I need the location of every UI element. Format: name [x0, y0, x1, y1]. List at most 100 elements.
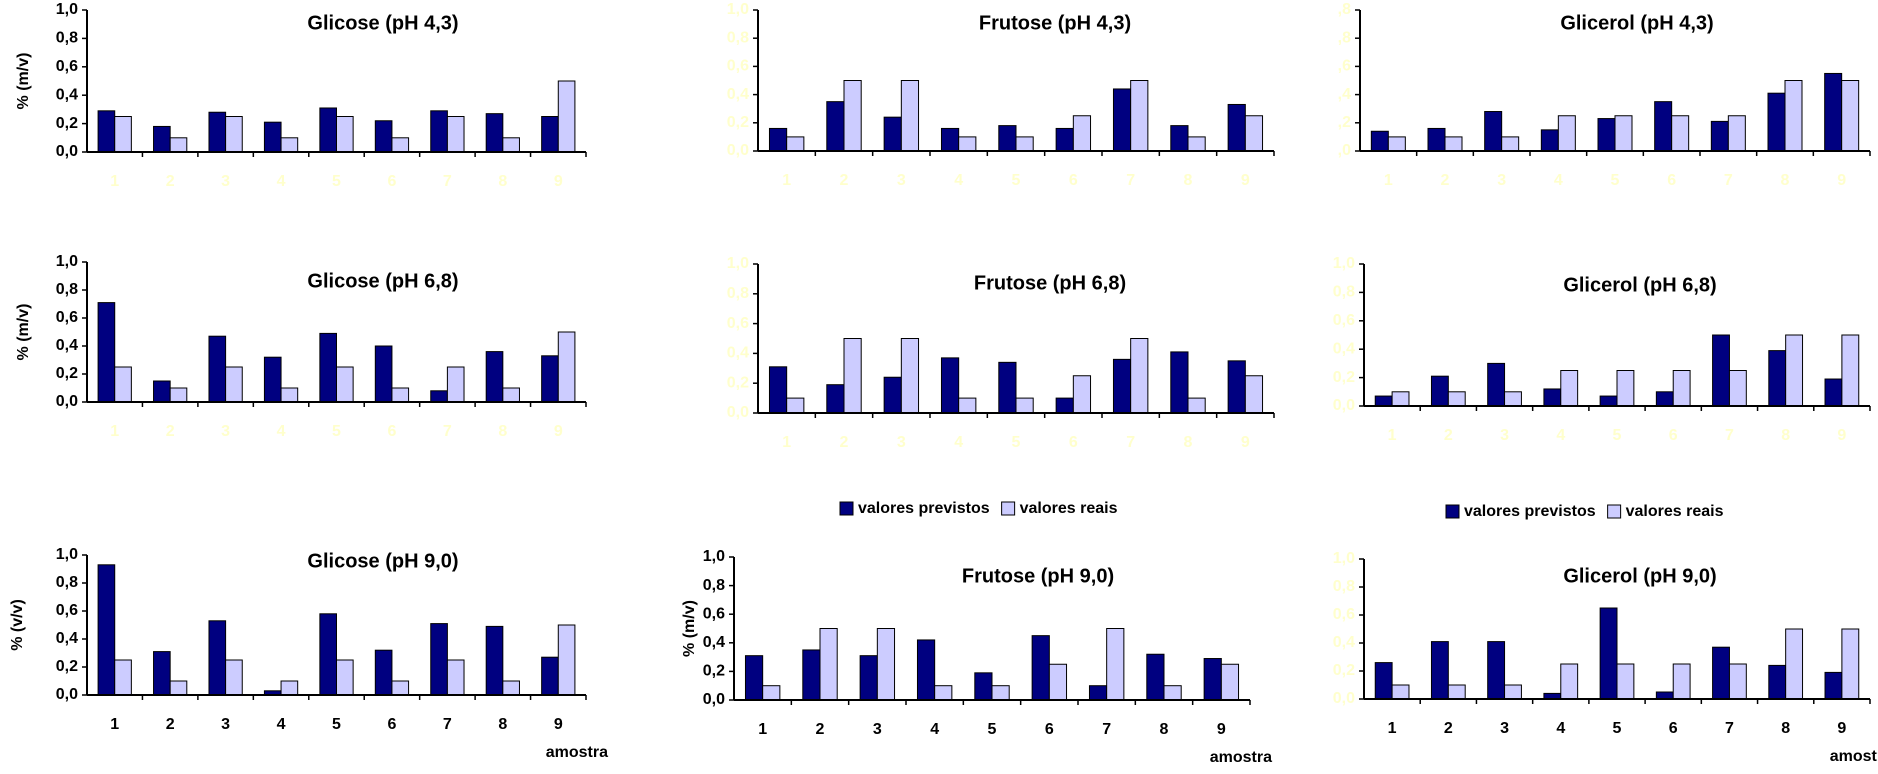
- bar: [958, 136, 977, 152]
- y-tick-label: 0,4: [56, 337, 78, 354]
- bar: [374, 649, 393, 696]
- bar: [768, 366, 788, 414]
- bar: [153, 380, 171, 403]
- x-tick-label: 6: [387, 716, 396, 733]
- bar: [208, 111, 227, 153]
- bar: [502, 137, 520, 153]
- y-tick-label: 1,0: [1333, 255, 1355, 272]
- x-tick-label: 7: [443, 423, 452, 440]
- chart-title: Glicerol (pH 6,8): [1563, 274, 1716, 296]
- bar: [934, 685, 953, 701]
- bar: [1031, 635, 1050, 701]
- bar: [169, 137, 188, 153]
- bar: [1616, 370, 1635, 407]
- bar: [1072, 375, 1092, 414]
- x-tick-label: 5: [988, 721, 997, 738]
- x-tick-label: 2: [1444, 427, 1453, 444]
- bar: [1244, 115, 1264, 152]
- chart-title: Frutose (pH 9,0): [962, 565, 1114, 587]
- bar: [336, 116, 354, 153]
- y-tick-label: ,8: [1338, 29, 1351, 46]
- bar: [1170, 351, 1189, 414]
- y-tick-label: 1,0: [56, 253, 78, 270]
- y-axis-label: % (m/v): [681, 600, 698, 657]
- legend-swatch: [839, 501, 854, 516]
- x-tick-label: 2: [1441, 172, 1450, 189]
- x-tick-label: 3: [873, 721, 882, 738]
- bar: [1427, 127, 1446, 152]
- bar: [1447, 391, 1466, 407]
- bar: [1785, 334, 1804, 407]
- x-tick-label: 2: [840, 172, 849, 189]
- bar: [998, 361, 1017, 414]
- y-tick-label: 0,8: [56, 281, 78, 298]
- x-tick-label: 7: [1724, 172, 1733, 189]
- x-tick-label: 5: [1611, 172, 1620, 189]
- x-tick-label: 8: [1184, 434, 1193, 451]
- y-tick-label: 1,0: [703, 548, 725, 565]
- bar: [1504, 684, 1522, 700]
- bar: [1106, 628, 1125, 701]
- bar: [1655, 691, 1674, 700]
- bar: [1710, 120, 1729, 152]
- bar: [1484, 111, 1503, 152]
- bar: [225, 366, 243, 403]
- bar: [1672, 370, 1691, 407]
- x-tick-label: 8: [1781, 720, 1790, 737]
- y-tick-label: 0,4: [703, 634, 725, 651]
- bar: [1767, 92, 1786, 152]
- bar: [1374, 662, 1393, 700]
- bar: [391, 137, 410, 153]
- x-tick-label: 1: [110, 423, 119, 440]
- y-tick-label: 0,0: [56, 686, 78, 703]
- bar: [541, 355, 559, 403]
- x-tick-label: 3: [221, 423, 230, 440]
- y-tick-label: 0,4: [727, 345, 749, 362]
- y-tick-label: 0,6: [56, 309, 78, 326]
- bar: [430, 110, 448, 153]
- bar: [802, 649, 821, 701]
- bar: [826, 101, 845, 152]
- legend-label: valores reais: [1626, 503, 1724, 520]
- bar: [263, 356, 282, 403]
- x-tick-label: 9: [1217, 721, 1226, 738]
- y-tick-label: 0,0: [1333, 397, 1355, 414]
- bar: [1430, 375, 1449, 407]
- x-tick-label: 5: [1012, 172, 1021, 189]
- y-tick-label: 0,0: [56, 143, 78, 160]
- bar: [876, 628, 896, 701]
- bar: [502, 387, 520, 403]
- y-tick-label: 0,0: [727, 404, 749, 421]
- x-tick-label: 1: [782, 172, 791, 189]
- bar: [1784, 80, 1803, 152]
- bar: [1430, 641, 1449, 700]
- y-tick-label: 0,4: [727, 86, 749, 103]
- bar: [859, 655, 878, 701]
- y-tick-label: 0,6: [703, 605, 725, 622]
- bar: [1227, 360, 1246, 414]
- x-tick-label: 4: [954, 434, 963, 451]
- bar: [1543, 388, 1562, 407]
- bar: [940, 127, 960, 152]
- x-tick-label: 6: [1069, 172, 1078, 189]
- bar: [280, 137, 299, 153]
- x-tick-label: 8: [1184, 172, 1193, 189]
- bar: [97, 302, 116, 403]
- bar: [916, 639, 936, 701]
- x-axis-label: amostra: [546, 744, 608, 761]
- bar: [263, 121, 282, 153]
- x-tick-label: 1: [1388, 720, 1397, 737]
- x-tick-label: 8: [498, 423, 507, 440]
- bar: [1130, 80, 1149, 152]
- bar: [1560, 370, 1579, 407]
- bar: [1088, 685, 1108, 701]
- bar: [1616, 663, 1635, 700]
- bar: [1599, 395, 1618, 407]
- bar: [208, 620, 227, 696]
- bar: [114, 116, 132, 153]
- bar: [900, 338, 920, 414]
- bar: [974, 672, 993, 701]
- legend-label: valores previstos: [858, 500, 990, 517]
- y-tick-label: 1,0: [1333, 550, 1355, 567]
